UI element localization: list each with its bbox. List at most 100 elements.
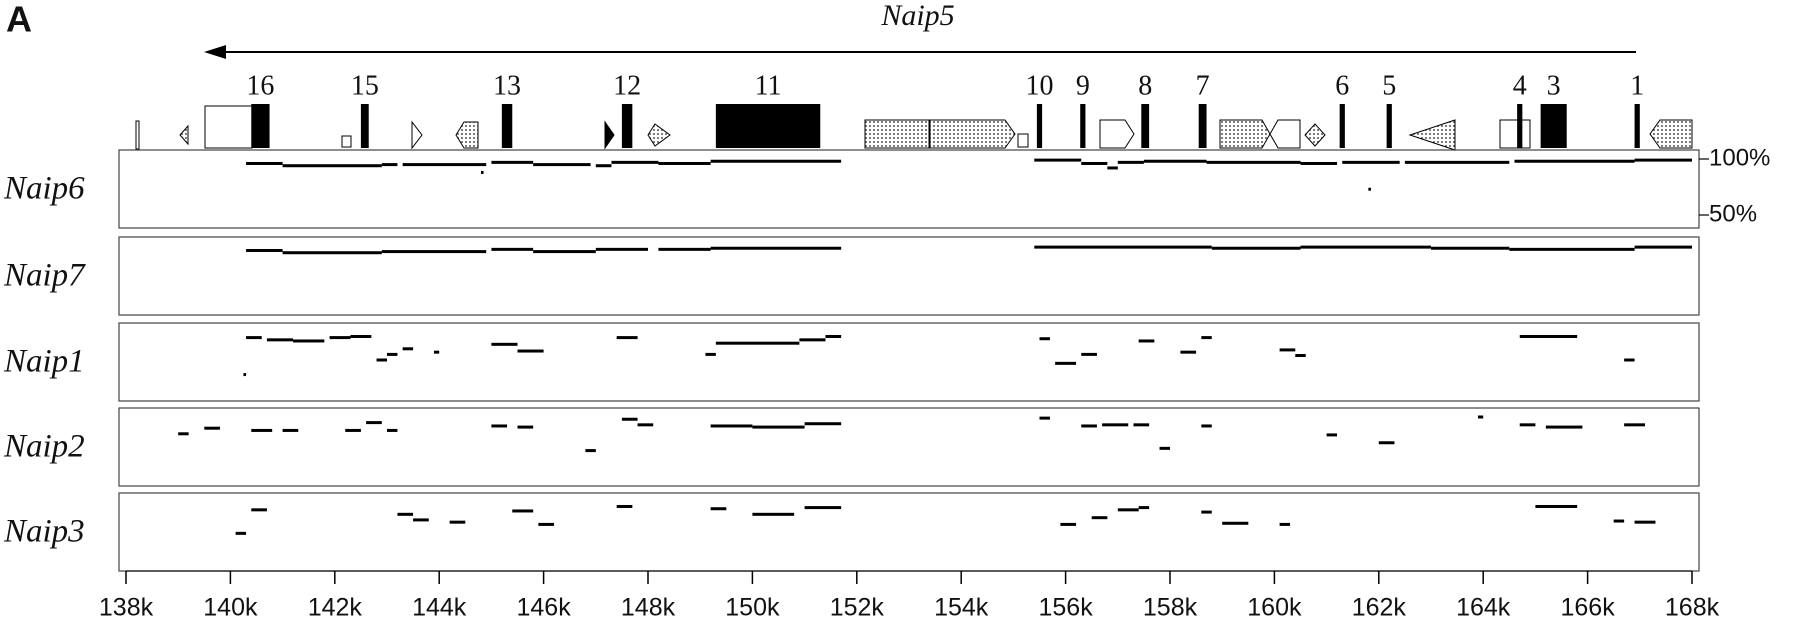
identity-segment [491,342,518,346]
x-tick-label: 156k [1038,594,1093,622]
x-tick-label: 142k [308,594,363,622]
x-tick-label: 168k [1665,594,1720,622]
identity-segment [1091,516,1108,520]
identity-segment [1060,522,1077,526]
identity-segment [1039,337,1050,341]
track-name: Naip1 [3,344,85,380]
identity-segment [491,247,534,251]
exon-label: 13 [493,70,521,101]
track-box [118,407,1700,487]
identity-segment [1102,423,1129,427]
exon [715,104,821,148]
identity-segment [1117,160,1144,164]
identity-segment [1295,354,1306,358]
identity-segment [1404,160,1510,164]
x-tick-label: 164k [1456,594,1511,622]
track-name: Naip3 [3,514,85,550]
exon [251,104,270,148]
identity-segment [366,421,382,425]
exon-label: 16 [246,70,274,101]
identity-segment [282,251,382,255]
identity-segment [235,531,247,535]
exon [1634,104,1640,148]
identity-segment [381,163,398,167]
exon [1386,104,1392,148]
identity-segment [402,163,487,167]
identity-segment [752,512,795,516]
identity-segment [1509,247,1635,251]
identity-segment [1634,245,1692,249]
identity-segment [1222,521,1249,525]
identity-segment [433,350,440,354]
track-box [118,149,1700,229]
exon [1540,104,1567,148]
identity-segment [266,338,294,342]
identity-segment [251,508,267,512]
identity-segment [1378,441,1395,445]
identity-segment [1519,423,1536,427]
identity-segment [517,349,544,353]
track-name: Naip7 [3,258,86,294]
gene-arrow [204,45,1636,59]
identity-segment [1535,504,1578,508]
identity-segment [293,339,325,343]
identity-segment [1081,352,1097,356]
identity-segment [1279,522,1291,526]
identity-segment [402,347,414,351]
identity-segment [637,423,654,427]
y-tick-label: 100% [1709,144,1770,171]
identity-segment [799,338,826,342]
identity-segment [282,164,382,168]
identity-segment [512,509,534,513]
exon-label: 4 [1513,70,1527,101]
exon [621,104,633,148]
identity-segment [1055,361,1077,365]
identity-segment [491,424,508,428]
identity-segment [491,160,534,164]
identity-segment [533,250,596,254]
repeat-elements [135,105,1693,151]
identity-segment [1545,425,1583,429]
identity-segment [595,164,612,168]
x-tick-label: 154k [934,594,989,622]
exon [1198,104,1207,148]
identity-segment [1326,433,1338,437]
exon-label: 15 [351,70,379,101]
identity-segment [595,247,648,251]
x-tick-label: 152k [830,594,885,622]
identity-segment [616,504,633,508]
identity-segment [413,518,429,522]
exon-label: 10 [1026,70,1054,101]
identity-segment [658,161,711,165]
identity-segment [1201,510,1212,514]
identity-segment [533,163,591,167]
identity-segment [1300,161,1338,165]
identity-segment [538,522,555,526]
identity-segment [397,512,414,516]
identity-segment [329,336,351,340]
identity-segment [804,422,842,426]
identity-segment [1342,160,1400,164]
track-name: Naip2 [3,429,85,465]
exon-label: 8 [1138,70,1152,101]
identity-segment [710,246,842,250]
identity-segment [381,250,487,254]
identity-segment [611,160,659,164]
identity-segment [387,352,398,356]
exon-label: 5 [1382,70,1396,101]
identity-segment [1143,159,1207,163]
exon [501,104,513,148]
identity-segment [1201,424,1212,428]
identity-segment [282,428,299,432]
identity-segment [1477,415,1484,419]
identity-segment [246,161,283,165]
x-tick-label: 144k [412,594,467,622]
track-box [118,492,1700,572]
exon-label: 11 [755,70,782,101]
identity-segment [517,425,534,429]
exon [1517,104,1523,148]
track-name: Naip6 [3,171,85,207]
identity-segment [204,426,220,430]
identity-segment [1107,166,1118,170]
identity-segment [658,247,711,251]
